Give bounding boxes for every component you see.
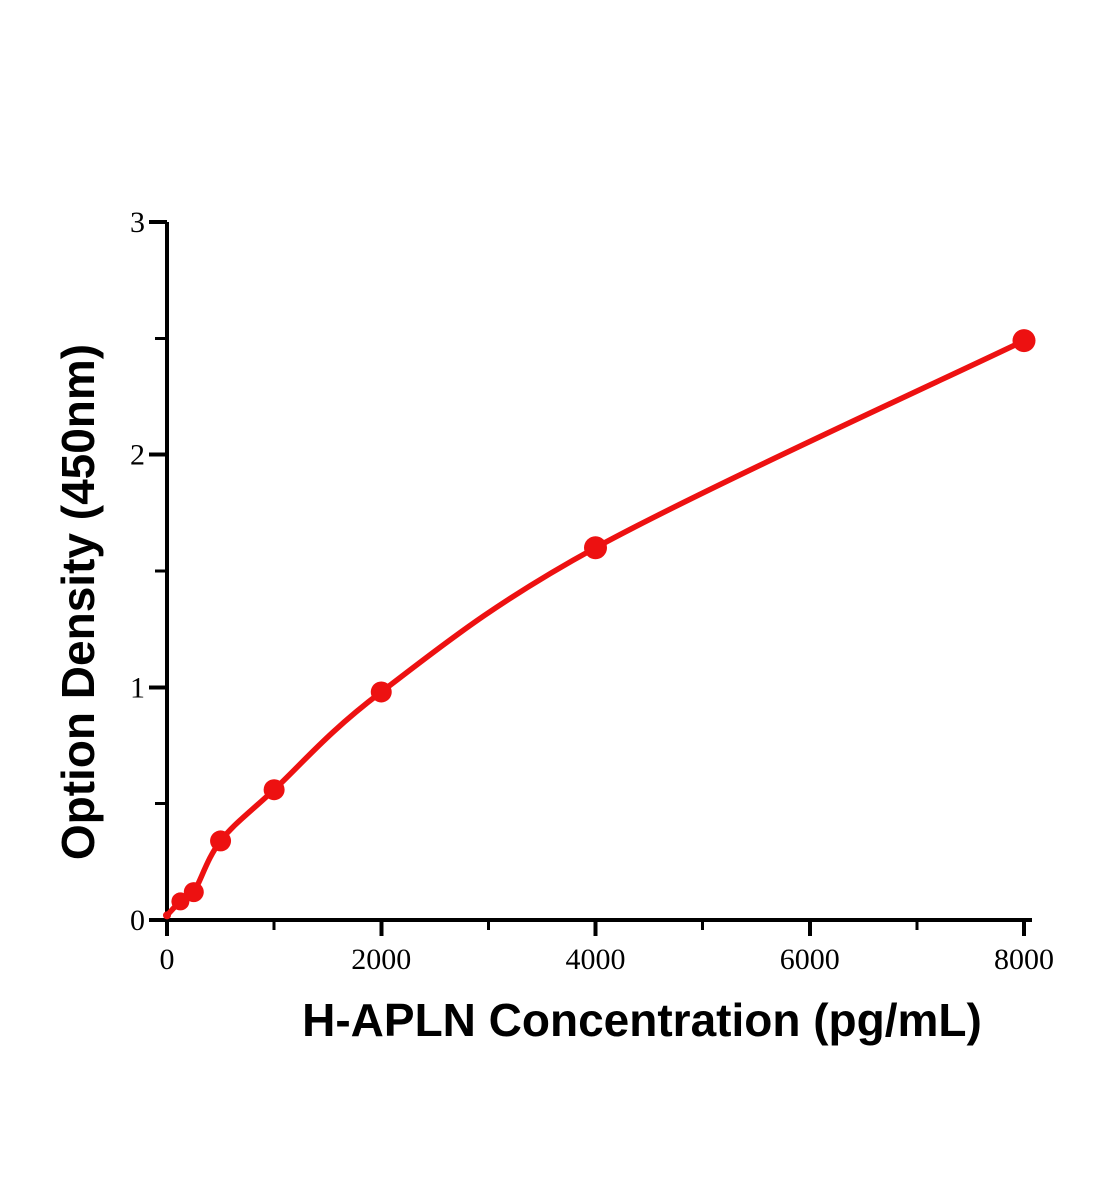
fitted-curve [164,337,1027,919]
y-tick-label: 1 [130,671,145,704]
y-major-tick [149,685,167,690]
x-major-tick [165,918,169,936]
y-minor-tick [155,336,167,340]
y-tick-label: 3 [130,206,145,239]
y-major-tick [149,452,167,457]
data-point [1012,329,1036,353]
x-tick-label: 2000 [351,943,411,976]
y-major-tick [149,220,167,224]
x-tick-label: 8000 [994,943,1054,976]
y-tick-label: 2 [130,439,145,472]
x-axis-spine [165,918,1032,922]
x-tick-label: 6000 [780,943,840,976]
x-tick-label: 0 [160,943,175,976]
data-point [263,779,285,801]
x-major-tick [593,918,598,936]
y-minor-tick [155,569,167,573]
y-tick-label: 0 [130,904,145,937]
x-major-tick [1022,918,1026,936]
data-point [183,882,204,903]
y-minor-tick [155,802,167,806]
x-minor-tick [701,918,705,930]
x-major-tick [379,918,384,936]
data-point [210,830,232,852]
data-point [370,681,392,703]
data-point [171,892,190,911]
x-minor-tick [915,918,919,930]
data-point [163,911,171,920]
x-major-tick [807,918,812,936]
data-point [584,536,607,560]
x-axis-title: H-APLN Concentration (pg/mL) [302,994,982,1046]
y-major-tick [149,918,167,922]
y-axis-title: Option Density (450nm) [52,343,104,861]
x-minor-tick [486,918,490,930]
x-minor-tick [272,918,276,930]
x-tick-label: 4000 [566,943,626,976]
